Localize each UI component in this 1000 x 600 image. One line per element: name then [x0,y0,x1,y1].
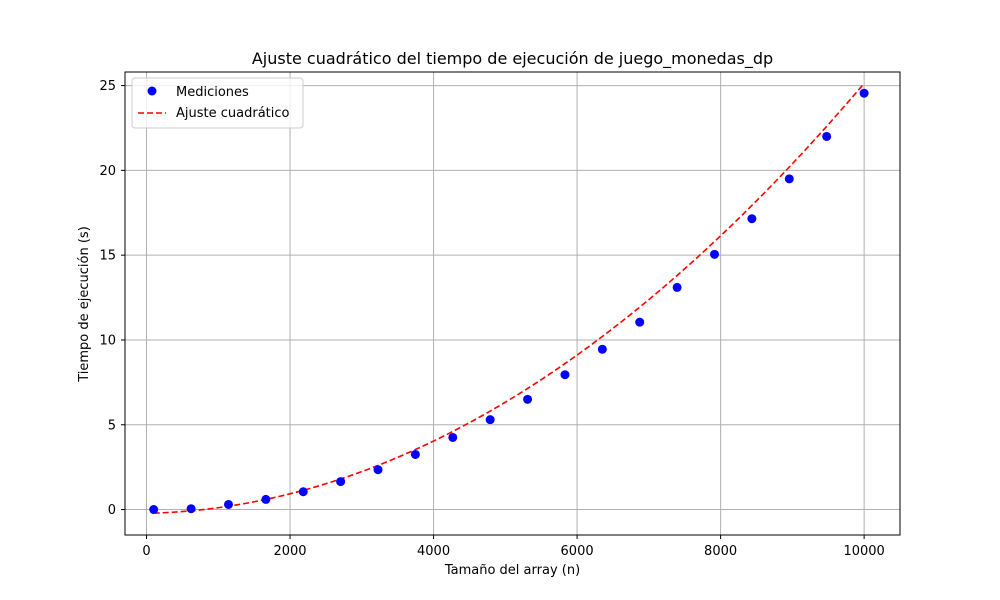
legend-box [131,77,304,129]
y-axis-label: Tiempo de ejecución (s) [77,226,92,383]
data-point [523,394,533,404]
data-point [223,499,233,509]
x-tick-label: 8000 [704,544,737,559]
x-tick-label: 0 [142,544,150,559]
data-point [373,465,383,475]
data-point [410,449,420,459]
x-tick-label: 10000 [843,544,884,559]
data-point [710,249,720,259]
measurement-points [149,88,869,515]
x-axis-ticks: 0 2000 4000 6000 8000 10000 [142,535,885,559]
data-point [448,432,458,442]
data-point [261,494,271,504]
x-axis-label: Tamaño del array (n) [444,563,580,578]
y-tick-label: 10 [99,333,116,348]
data-point [672,282,682,292]
data-point [597,344,607,354]
data-point [859,88,869,98]
legend: Mediciones Ajuste cuadrático [131,77,304,129]
fit-line-layer [153,82,865,514]
data-point [747,214,757,224]
y-tick-label: 20 [99,164,116,179]
y-tick-label: 5 [108,418,116,433]
y-tick-label: 25 [99,79,116,94]
data-point [149,505,159,515]
y-tick-label: 0 [108,503,116,518]
x-tick-label: 2000 [273,544,306,559]
y-tick-label: 15 [99,249,116,264]
data-point [560,370,570,380]
data-point [784,174,794,184]
data-point [186,504,196,514]
legend-marker-mediciones [147,86,157,96]
data-point [635,317,645,327]
data-point [822,131,832,141]
x-tick-label: 6000 [561,544,594,559]
legend-label-ajuste: Ajuste cuadrático [176,106,290,121]
data-point [298,487,308,497]
data-point [485,415,495,425]
fit-line-ajuste-cuadratico [153,82,865,514]
legend-label-mediciones: Mediciones [176,85,249,100]
chart-title: Ajuste cuadrático del tiempo de ejecució… [252,49,773,69]
y-axis-ticks: 0 5 10 15 20 25 [99,79,125,518]
plot-frame [124,71,901,536]
x-tick-label: 4000 [417,544,450,559]
grid [125,72,900,535]
data-point [336,477,346,487]
